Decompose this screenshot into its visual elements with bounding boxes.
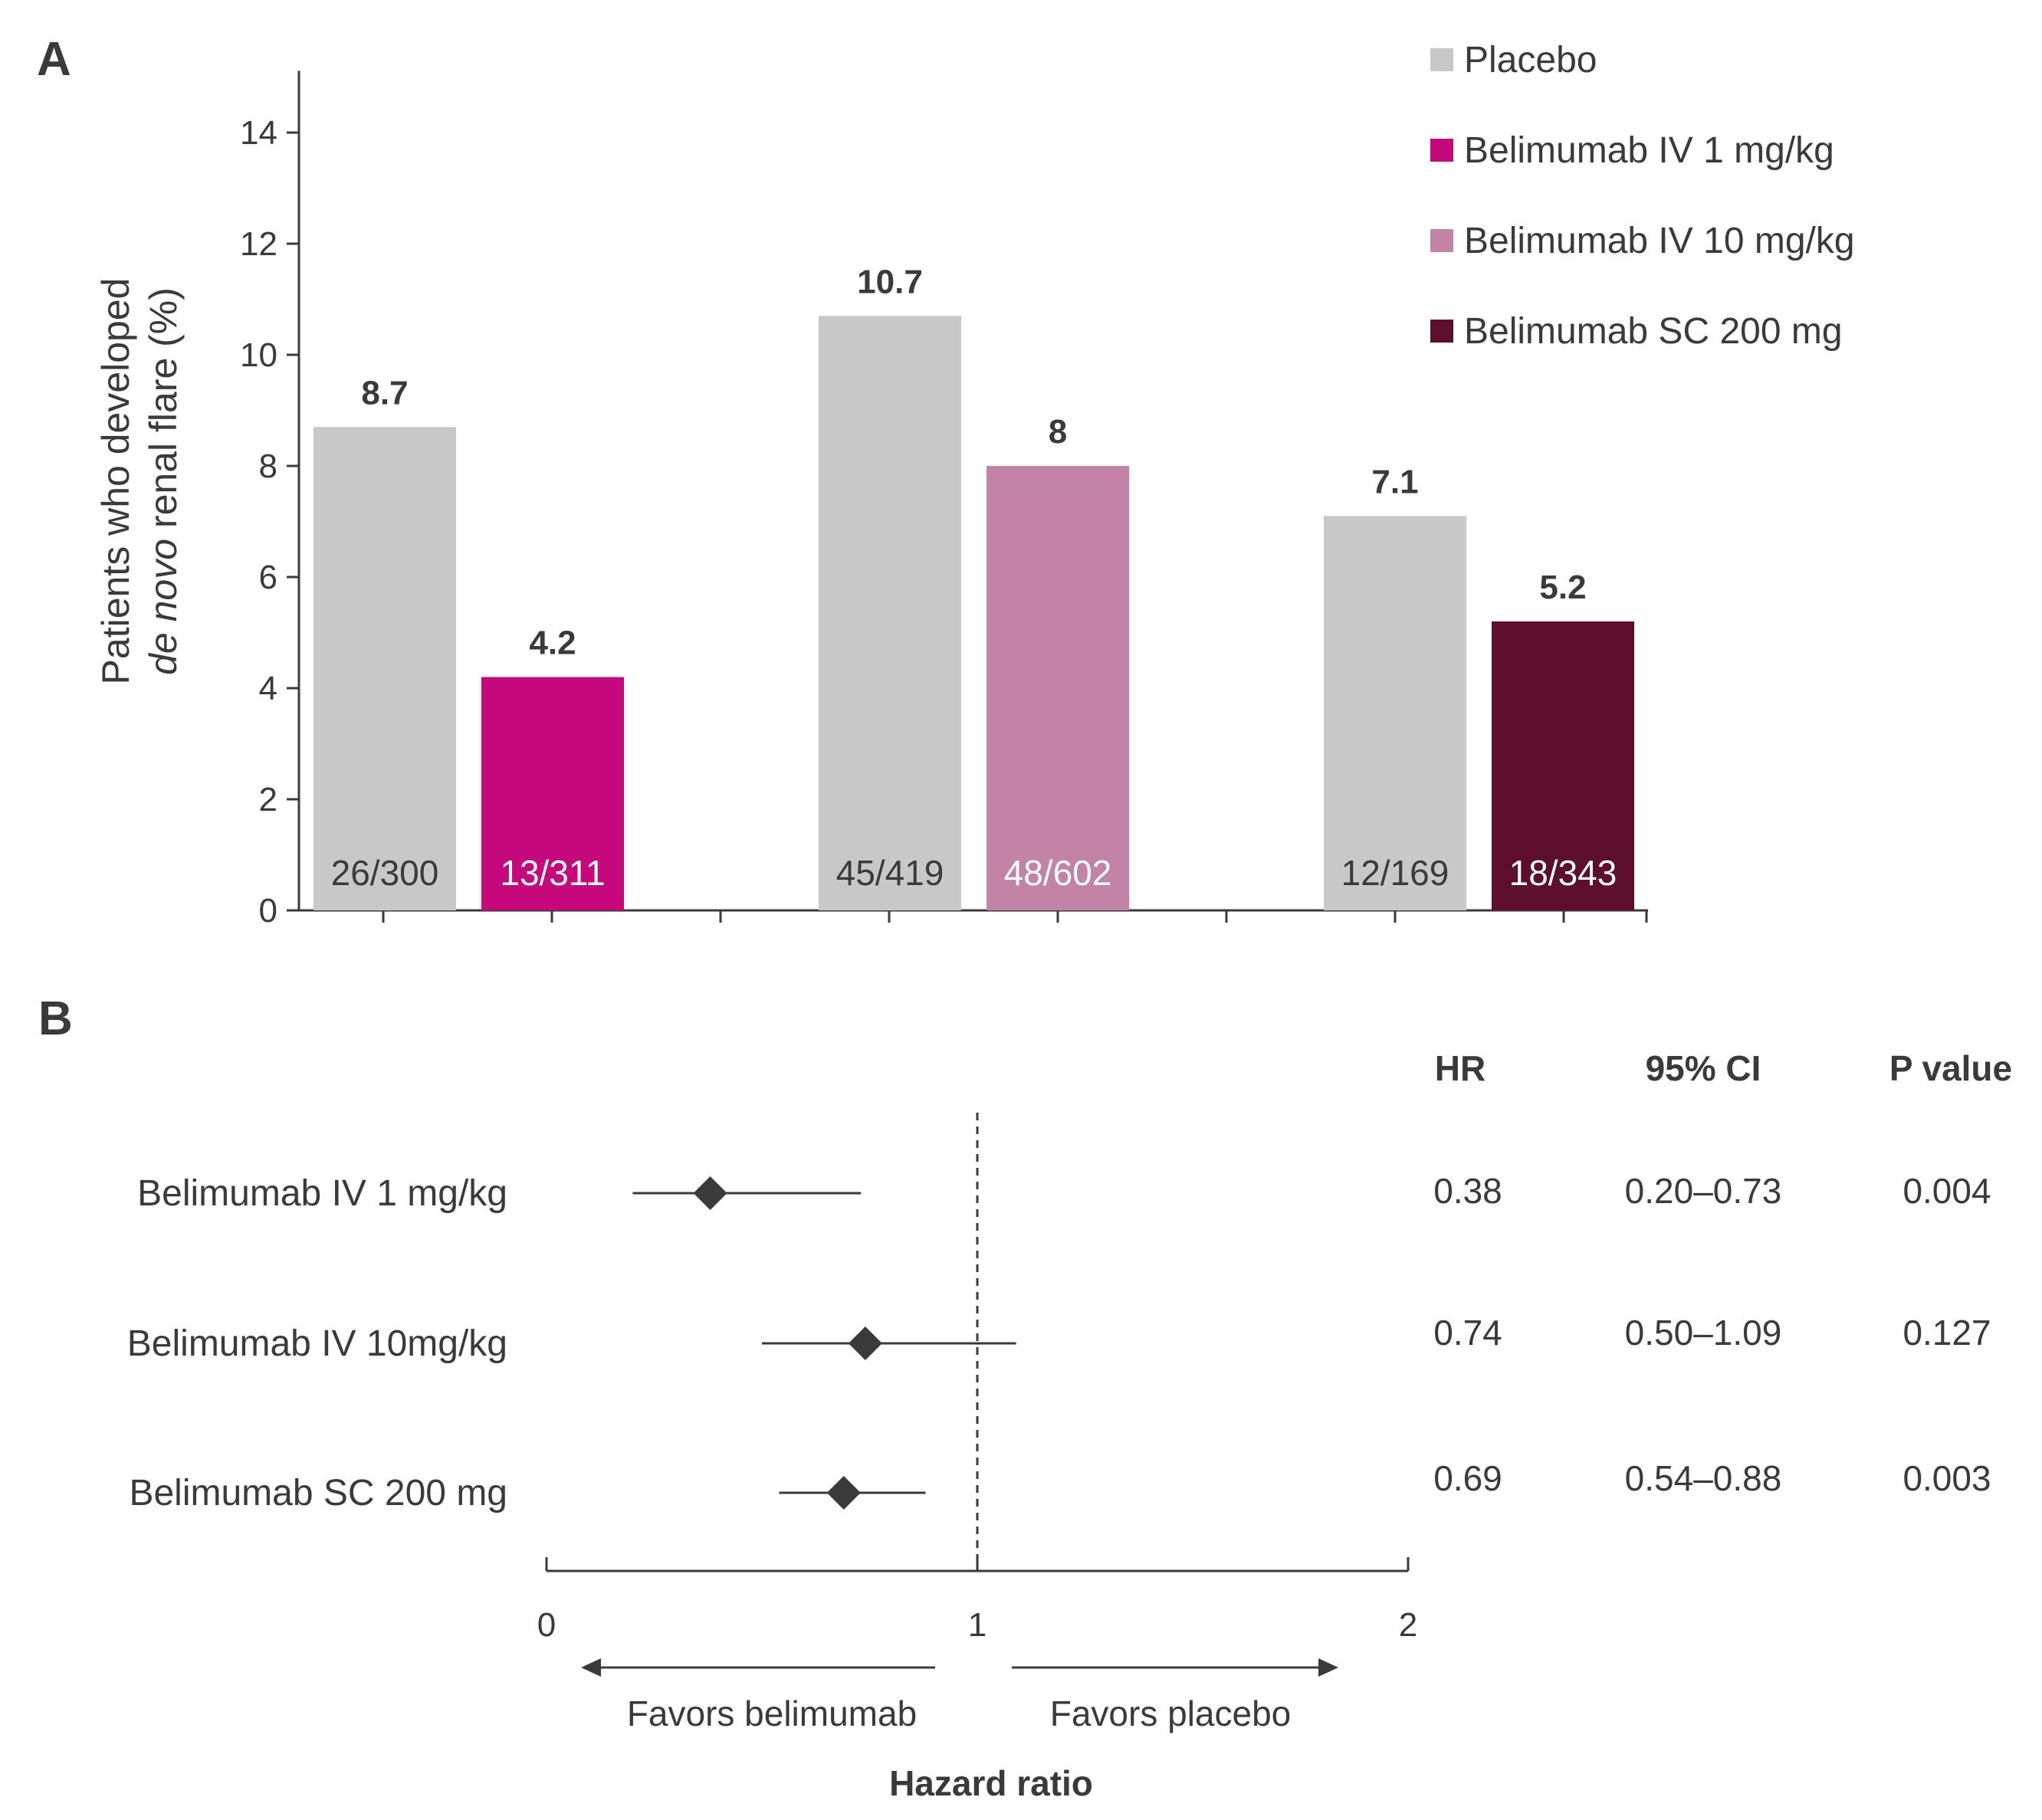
favors-belimumab-label: Favors belimumab [627, 1694, 917, 1733]
hr-value: 0.69 [1433, 1458, 1502, 1498]
favors-left-arrowhead [581, 1658, 601, 1677]
bar-value-label: 5.2 [1539, 569, 1586, 606]
y-tick-label: 8 [259, 448, 277, 485]
legend-swatch [1430, 320, 1453, 343]
forest-plot: Favors belimumab Favors placebo Hazard r… [127, 1048, 2012, 1803]
bar-count-label: 48/602 [1004, 853, 1112, 893]
bar [819, 316, 961, 910]
bar-count-label: 45/419 [836, 853, 944, 893]
y-axis-label-line2: de novo renal flare (%) [142, 287, 185, 675]
hr-point-marker [848, 1326, 882, 1360]
y-axis-label-line1: Patients who developed [94, 278, 137, 685]
bar-count-label: 18/343 [1509, 853, 1617, 893]
favors-placebo-label: Favors placebo [1050, 1694, 1292, 1733]
y-tick-label: 6 [259, 559, 277, 596]
y-tick-label: 0 [259, 892, 277, 930]
bar-value-label: 10.7 [857, 263, 923, 300]
y-axis-label-rest: renal flare (%) [142, 287, 185, 539]
bar [987, 466, 1129, 910]
y-tick-label: 4 [259, 670, 277, 707]
row-label: Belimumab IV 10mg/kg [127, 1323, 507, 1364]
bar [1324, 516, 1466, 910]
panel-a-label: A [37, 33, 71, 86]
bar-value-label: 4.2 [529, 625, 576, 662]
legend-label: Belimumab SC 200 mg [1464, 311, 1843, 352]
y-tick-label: 12 [240, 225, 277, 263]
column-header: 95% CI [1646, 1048, 1761, 1088]
bar-value-label: 8.7 [361, 374, 408, 412]
bar [481, 677, 624, 910]
legend-swatch [1430, 139, 1453, 162]
row-label: Belimumab IV 1 mg/kg [137, 1173, 507, 1214]
y-axis-label-italic: de novo [142, 539, 185, 675]
bar-count-label: 26/300 [331, 853, 439, 893]
hr-point-marker [693, 1176, 727, 1210]
bar-value-label: 7.1 [1371, 463, 1418, 500]
legend-swatch [1430, 229, 1453, 252]
legend: Placebo Belimumab IV 1 mg/kg Belimumab IV … [1430, 40, 1855, 352]
p-value: 0.004 [1902, 1171, 1991, 1211]
bar-count-label: 12/169 [1341, 853, 1449, 893]
legend-label: Placebo [1464, 40, 1597, 80]
hr-point-marker [826, 1476, 861, 1510]
legend-label: Belimumab IV 1 mg/kg [1464, 130, 1834, 171]
bar-chart: Patients who developed de novo renal fla… [94, 71, 1648, 930]
hr-value: 0.38 [1433, 1171, 1502, 1211]
forest-x-tick-label: 0 [537, 1606, 556, 1644]
column-header: P value [1889, 1048, 2012, 1088]
p-value: 0.003 [1902, 1458, 1991, 1498]
x-axis-label: Hazard ratio [889, 1763, 1093, 1803]
bar-value-label: 8 [1049, 413, 1067, 451]
panel-b-label: B [38, 992, 73, 1045]
y-tick-label: 10 [240, 336, 277, 374]
y-tick-label: 14 [240, 114, 277, 152]
p-value: 0.127 [1902, 1313, 1991, 1353]
ci-value: 0.50–1.09 [1625, 1313, 1782, 1353]
legend-swatch [1430, 48, 1453, 71]
hr-value: 0.74 [1433, 1313, 1502, 1353]
legend-label: Belimumab IV 10 mg/kg [1464, 221, 1855, 261]
bar [314, 427, 456, 910]
bar [1492, 621, 1634, 910]
bar-count-label: 13/311 [500, 853, 605, 893]
ci-value: 0.20–0.73 [1625, 1171, 1782, 1211]
column-header: HR [1435, 1048, 1486, 1088]
favors-right-arrowhead [1318, 1658, 1338, 1677]
forest-x-tick-label: 1 [968, 1606, 987, 1644]
forest-x-tick-label: 2 [1399, 1606, 1417, 1644]
y-tick-label: 2 [259, 781, 277, 818]
row-label: Belimumab SC 200 mg [129, 1473, 507, 1513]
ci-value: 0.54–0.88 [1625, 1458, 1782, 1498]
